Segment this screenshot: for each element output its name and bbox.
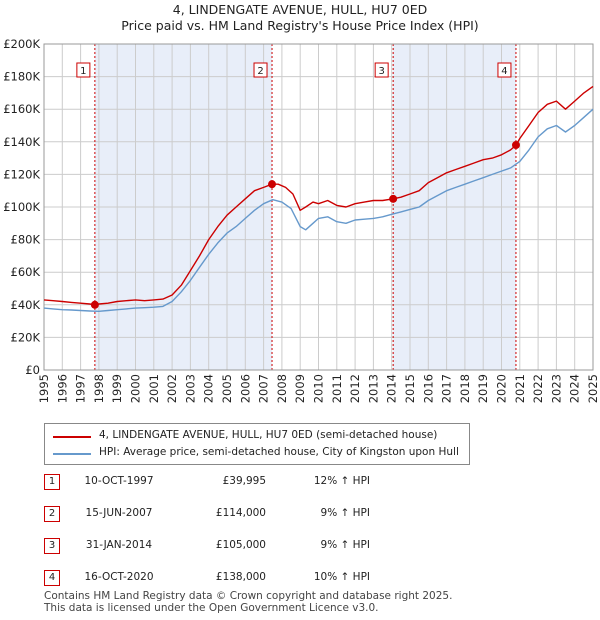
footer-licence: This data is licensed under the Open Gov… (44, 602, 379, 614)
sale-point (90, 300, 99, 309)
sale-label-box (253, 62, 268, 78)
sale-point (511, 141, 520, 150)
x-tick-label: 2020 (495, 374, 509, 403)
footer-copyright: Contains HM Land Registry data © Crown c… (44, 590, 453, 602)
x-tick-label: 2005 (220, 374, 234, 403)
x-tick-label: 2003 (183, 374, 197, 403)
sale-label: 4 (501, 66, 507, 77)
x-tick-label: 2007 (257, 374, 271, 403)
x-tick-label: 2018 (458, 374, 472, 403)
sale-hpi-change: 9% ↑ HPI (320, 539, 370, 551)
x-tick-label: 2023 (549, 374, 563, 403)
sale-hpi-change: 12% ↑ HPI (313, 475, 370, 487)
y-tick-label: £160K (3, 102, 40, 116)
sale-row: 4 16-OCT-2020 £138,000 10% ↑ HPI (44, 570, 464, 590)
x-tick-label: 2021 (513, 374, 527, 403)
x-tick-label: 2001 (147, 374, 161, 403)
series-line-hpi (43, 108, 594, 312)
chart-legend: 4, LINDENGATE AVENUE, HULL, HU7 0ED (sem… (44, 423, 470, 465)
chart-title-address: 4, LINDENGATE AVENUE, HULL, HU7 0ED (172, 2, 428, 17)
y-tick-label: £120K (3, 167, 40, 181)
x-tick-label: 2013 (366, 374, 380, 403)
sale-label: 1 (80, 66, 86, 77)
x-tick-label: 2014 (385, 374, 399, 403)
y-tick-label: £140K (3, 135, 40, 149)
sale-date: 16-OCT-2020 (84, 571, 154, 583)
x-tick-label: 2019 (476, 374, 490, 403)
x-tick-label: 1997 (74, 374, 88, 403)
x-tick-label: 2006 (238, 374, 252, 403)
series-line-property (43, 85, 594, 306)
sale-price: £105,000 (215, 539, 266, 551)
sale-price: £114,000 (215, 507, 266, 519)
y-tick-label: £40K (11, 298, 41, 312)
sale-number-badge: 2 (44, 506, 60, 522)
x-tick-label: 2008 (275, 374, 289, 403)
x-tick-label: 1998 (92, 374, 106, 403)
x-tick-label: 2022 (531, 374, 545, 403)
sale-hpi-change: 10% ↑ HPI (313, 571, 370, 583)
x-tick-label: 2004 (202, 374, 216, 403)
sale-price: £39,995 (222, 475, 266, 487)
sale-row: 1 10-OCT-1997 £39,995 12% ↑ HPI (44, 474, 464, 494)
sale-price: £138,000 (215, 571, 266, 583)
y-tick-label: £180K (3, 70, 40, 84)
y-tick-label: £100K (3, 200, 40, 214)
sale-number-badge: 1 (44, 474, 60, 490)
x-tick-label: 2010 (312, 374, 326, 403)
y-tick-label: £80K (11, 233, 41, 247)
sale-number-badge: 4 (44, 570, 60, 586)
sale-point (268, 180, 277, 189)
sale-row: 3 31-JAN-2014 £105,000 9% ↑ HPI (44, 538, 464, 558)
x-tick-label: 2015 (403, 374, 417, 403)
plot-frame (43, 43, 594, 371)
x-tick-label: 2011 (330, 374, 344, 403)
sale-label-box (76, 62, 91, 78)
sale-number-badge: 3 (44, 538, 60, 554)
sale-label-box (497, 62, 512, 78)
legend-swatch-hpi (53, 453, 91, 455)
x-tick-label: 2016 (421, 374, 435, 403)
legend-label-hpi: HPI: Average price, semi-detached house,… (99, 446, 459, 458)
x-tick-label: 2012 (348, 374, 362, 403)
y-tick-label: £60K (11, 265, 41, 279)
sale-date: 10-OCT-1997 (84, 475, 154, 487)
y-tick-label: £0 (25, 363, 40, 377)
y-tick-label: £20K (11, 330, 41, 344)
x-tick-label: 2000 (129, 374, 143, 403)
sale-label: 3 (378, 66, 384, 77)
sale-date: 15-JUN-2007 (85, 507, 153, 519)
x-tick-label: 2017 (440, 374, 454, 403)
x-tick-label: 1999 (110, 374, 124, 403)
y-tick-label: £200K (3, 37, 40, 51)
x-tick-label: 2009 (293, 374, 307, 403)
sale-row: 2 15-JUN-2007 £114,000 9% ↑ HPI (44, 506, 464, 526)
x-tick-label: 1995 (37, 374, 51, 403)
sale-label-box (374, 62, 389, 78)
sale-date: 31-JAN-2014 (85, 539, 153, 551)
legend-label-property: 4, LINDENGATE AVENUE, HULL, HU7 0ED (sem… (99, 429, 438, 441)
sale-label: 2 (257, 66, 263, 77)
x-tick-label: 1996 (55, 374, 69, 403)
sale-point (389, 194, 398, 203)
x-tick-label: 2024 (568, 374, 582, 403)
x-tick-label: 2025 (586, 374, 600, 403)
price-chart: £0 £20K £40K £60K £80K £100K £120K £140K £160K £1… (3, 37, 600, 403)
legend-swatch-property (53, 436, 91, 438)
chart-subtitle: Price paid vs. HM Land Registry's House … (121, 18, 479, 33)
sale-hpi-change: 9% ↑ HPI (320, 507, 370, 519)
x-tick-label: 2002 (165, 374, 179, 403)
